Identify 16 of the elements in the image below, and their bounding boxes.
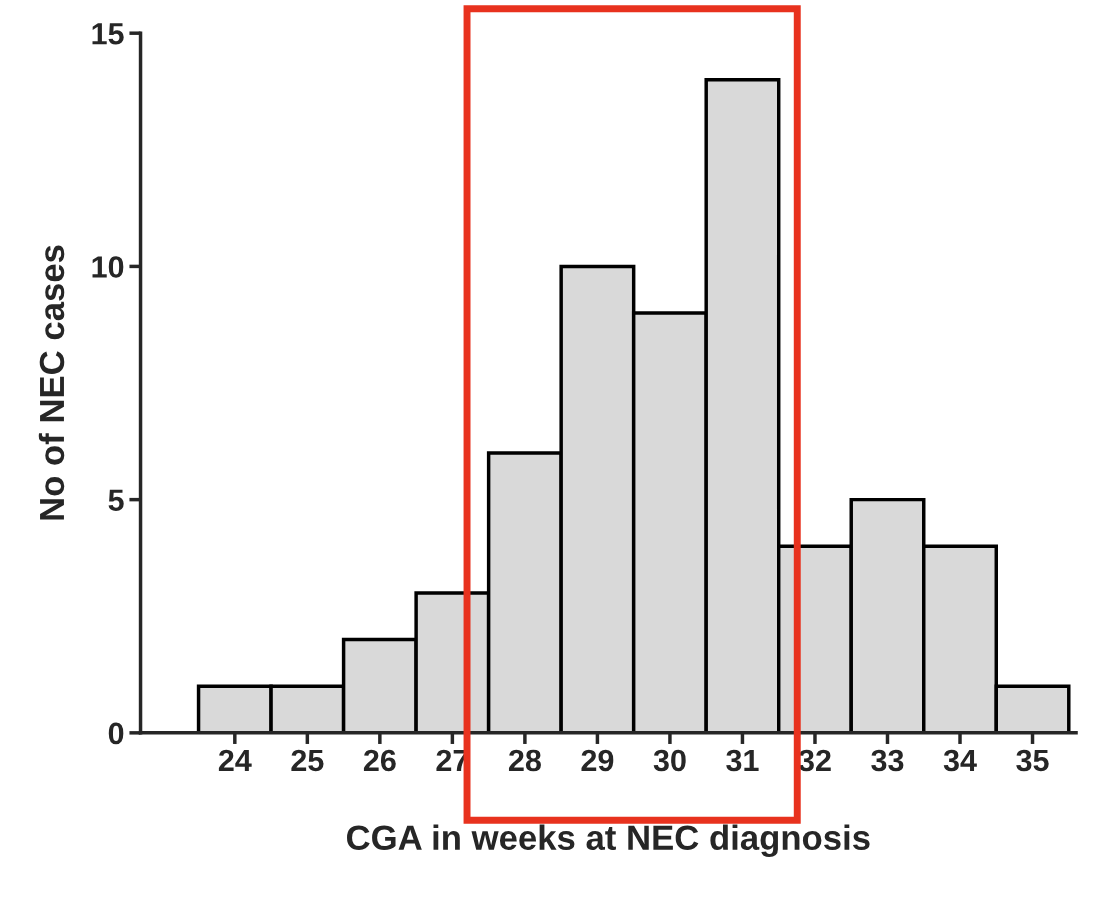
y-tick-label: 10 — [92, 256, 124, 278]
y-tick-label: 0 — [108, 722, 124, 745]
x-tick-label: 33 — [871, 749, 904, 772]
y-tick-label: 15 — [92, 23, 124, 45]
x-axis-title: CGA in weeks at NEC diagnosis — [347, 824, 870, 858]
x-tick-label: 24 — [218, 749, 252, 771]
x-tick-label: 29 — [581, 749, 614, 772]
y-tick-label: 5 — [108, 489, 124, 511]
x-tick-label: 25 — [291, 749, 324, 772]
x-tick-label: 30 — [653, 749, 686, 772]
y-axis-title: No of NEC cases — [38, 245, 65, 520]
x-tick-label: 26 — [363, 749, 396, 772]
x-tick-label: 28 — [508, 749, 541, 772]
x-tick-label: 31 — [726, 749, 759, 772]
x-tick-label: 34 — [943, 749, 977, 772]
x-tick-label: 35 — [1016, 749, 1049, 772]
